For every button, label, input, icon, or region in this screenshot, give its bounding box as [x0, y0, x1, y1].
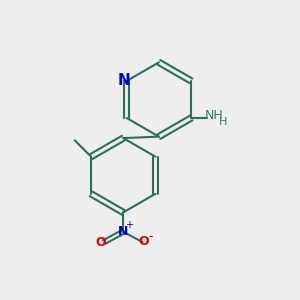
Text: -: - [148, 230, 153, 243]
Text: NH: NH [205, 109, 224, 122]
Text: N: N [118, 225, 128, 238]
Text: H: H [219, 117, 228, 127]
Text: O: O [139, 235, 149, 248]
Text: N: N [118, 73, 131, 88]
Text: O: O [95, 236, 106, 249]
Text: +: + [124, 220, 133, 230]
